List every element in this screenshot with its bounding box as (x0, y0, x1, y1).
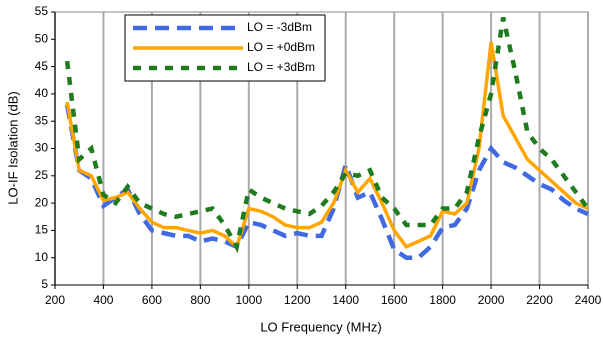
data-line (64, 16, 590, 254)
y-tick-label: 45 (35, 59, 49, 73)
y-tick-label: 5 (41, 277, 48, 291)
y-tick-label: 25 (35, 168, 49, 182)
y-tick-label: 30 (35, 141, 49, 155)
y-tick-label: 20 (35, 195, 49, 209)
x-tick-label: 1400 (332, 293, 359, 307)
legend-label: LO = +3dBm (247, 60, 315, 74)
x-tick-label: 200 (45, 293, 65, 307)
data-line (65, 41, 589, 250)
x-tick-label: 1800 (429, 293, 456, 307)
x-tick-label: 1200 (284, 293, 311, 307)
x-tick-label: 1000 (235, 293, 262, 307)
x-tick-label: 400 (93, 293, 113, 307)
y-tick-label: 40 (35, 86, 49, 100)
x-tick-label: 2400 (575, 293, 602, 307)
x-axis-label: LO Frequency (MHz) (260, 319, 381, 334)
y-tick-label: 15 (35, 223, 49, 237)
legend-label: LO = +0dBm (247, 40, 315, 54)
y-tick-label: 55 (35, 4, 49, 18)
y-tick-label: 50 (35, 31, 49, 45)
x-tick-label: 2200 (526, 293, 553, 307)
x-tick-label: 2000 (478, 293, 505, 307)
x-tick-label: 800 (190, 293, 210, 307)
legend-label: LO = -3dBm (247, 20, 312, 34)
y-tick-label: 10 (35, 250, 49, 264)
y-tick-label: 35 (35, 113, 49, 127)
x-tick-label: 600 (142, 293, 162, 307)
x-tick-label: 1600 (381, 293, 408, 307)
y-axis-label: LO-IF Isolation (dB) (5, 91, 20, 204)
